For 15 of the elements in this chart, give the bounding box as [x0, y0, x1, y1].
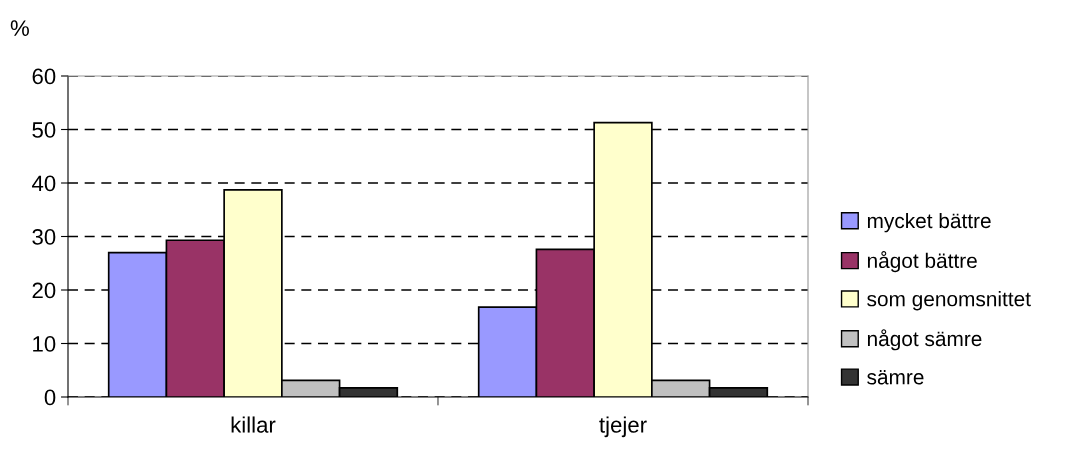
y-tick-label: 20 [32, 282, 56, 299]
legend-label: mycket bättre [867, 212, 991, 233]
legend-label: något sämre [867, 329, 982, 351]
y-tick-label: 60 [32, 68, 56, 85]
y-tick-label: 30 [32, 229, 56, 245]
legend-label: något bättre [867, 251, 977, 273]
y-axis-title: % [10, 20, 29, 36]
y-tick-label: 40 [31, 175, 56, 192]
y-tick-label: 50 [32, 122, 56, 138]
legend-label: som genomsnittet [867, 291, 1031, 311]
x-tick-label: tjejer [599, 416, 647, 438]
x-tick-label: killar [231, 416, 276, 433]
y-tick-label: 0 [44, 389, 56, 406]
legend-label: sämre [867, 370, 924, 385]
y-tick-label: 10 [33, 336, 56, 352]
